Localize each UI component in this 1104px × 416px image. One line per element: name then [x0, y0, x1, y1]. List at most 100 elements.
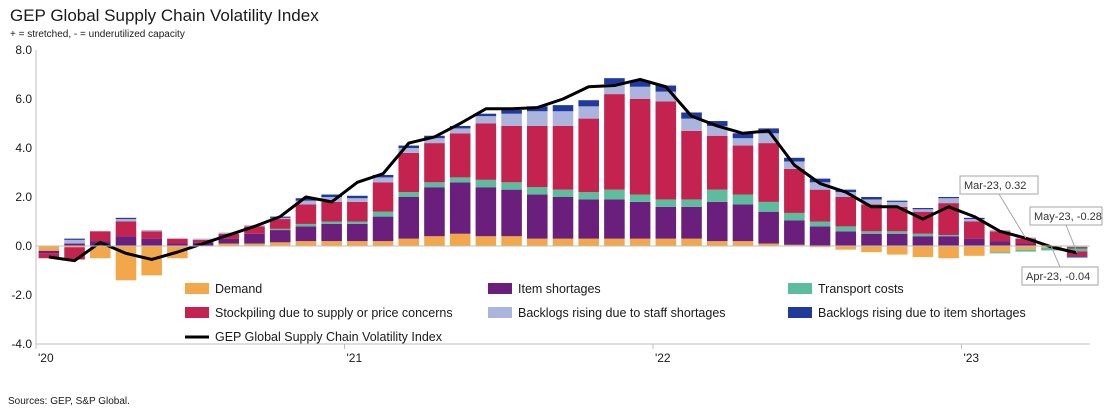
bar-segment	[886, 206, 908, 232]
bar-segment	[552, 105, 574, 112]
bar-segment	[269, 242, 291, 246]
bar-stack	[424, 135, 445, 246]
bar-segment	[861, 197, 882, 200]
bar-segment	[835, 197, 857, 227]
index-line	[48, 77, 1078, 263]
bar-stack	[552, 105, 574, 246]
bar-segment	[141, 230, 162, 232]
y-tick-label: 6.0	[15, 92, 32, 106]
bar-segment	[964, 246, 985, 256]
bar-segment	[552, 238, 574, 246]
x-tick-label: '20	[38, 351, 54, 365]
bar-stack	[475, 113, 497, 246]
bar-segment	[552, 125, 574, 190]
annotation-leader	[998, 193, 1027, 239]
bar-segment	[809, 178, 831, 183]
bar-segment	[372, 177, 394, 183]
annotation-label: Mar-23, 0.32	[964, 180, 1026, 192]
bar-stack	[681, 112, 702, 246]
bar-segment	[758, 201, 779, 212]
x-tick-label: '23	[963, 351, 979, 365]
bar-segment	[758, 133, 779, 144]
bar-stack	[527, 106, 548, 246]
chart-subtitle: + = stretched, - = underutilized capacit…	[10, 29, 185, 40]
bar-segment	[861, 199, 882, 205]
bar-segment	[1015, 249, 1037, 252]
bar-segment	[835, 246, 857, 250]
annotation-label: May-23, -0.28	[1034, 211, 1102, 223]
legend-swatch	[185, 283, 209, 294]
bar-segment	[861, 233, 882, 246]
bar-segment	[784, 220, 805, 245]
y-tick-label: -4.0	[11, 337, 32, 351]
bar-segment	[989, 231, 1011, 242]
bar-segment	[141, 231, 162, 239]
bar-segment	[527, 125, 548, 188]
bar-segment	[475, 123, 497, 180]
legend-label: Backlogs rising due to item shortages	[818, 306, 1026, 320]
x-tick-label: '21	[346, 351, 362, 365]
bar-stack	[501, 110, 522, 246]
bar-segment	[1066, 247, 1088, 249]
bar-stack	[578, 100, 599, 246]
bar-segment	[295, 223, 317, 227]
bar-segment	[64, 239, 85, 244]
bar-segment	[604, 84, 625, 95]
bar-segment	[861, 204, 882, 232]
bar-segment	[809, 189, 831, 222]
chart-title: GEP Global Supply Chain Volatility Index	[10, 6, 319, 25]
bar-segment	[347, 195, 368, 199]
bar-segment	[527, 194, 548, 239]
bar-segment	[655, 91, 677, 102]
bar-segment	[989, 246, 1011, 253]
bar-segment	[244, 243, 265, 246]
bar-segment	[64, 246, 85, 248]
bar-segment	[681, 118, 702, 131]
bar-segment	[706, 201, 728, 242]
bar-segment	[347, 201, 368, 222]
bar-segment	[424, 182, 445, 188]
legend-label: Demand	[215, 282, 262, 296]
bar-segment	[269, 217, 291, 220]
bar-segment	[347, 198, 368, 202]
bar-segment	[912, 209, 934, 212]
bar-segment	[321, 201, 342, 222]
bar-segment	[732, 145, 754, 195]
bar-stack	[964, 217, 985, 256]
bar-segment	[449, 182, 471, 234]
bar-segment	[835, 192, 857, 197]
bar-segment	[38, 250, 60, 254]
bar-stack	[835, 189, 857, 250]
bar-segment	[527, 238, 548, 246]
bar-segment	[681, 130, 702, 200]
bar-segment	[604, 199, 625, 239]
bar-segment	[681, 199, 702, 207]
bar-segment	[809, 182, 831, 190]
bar-segment	[89, 231, 111, 242]
bar-segment	[732, 204, 754, 242]
bar-segment	[809, 221, 831, 227]
bar-segment	[475, 113, 497, 117]
bar-segment	[604, 78, 625, 85]
bar-segment	[732, 241, 754, 246]
bar-stack	[629, 80, 651, 246]
bar-segment	[167, 243, 188, 246]
bar-segment	[655, 238, 677, 246]
bar-segment	[64, 238, 85, 240]
bar-segment	[1041, 247, 1062, 251]
bar-segment	[321, 221, 342, 224]
bar-segment	[578, 199, 599, 239]
bar-segment	[629, 86, 651, 99]
bar-segment	[912, 236, 934, 246]
bar-segment	[501, 236, 522, 246]
bar-segment	[578, 192, 599, 200]
bar-segment	[681, 206, 702, 239]
bar-segment	[38, 246, 60, 251]
bar-segment	[449, 125, 471, 129]
bar-segment	[552, 189, 574, 197]
bar-segment	[218, 238, 240, 244]
bar-segment	[89, 246, 111, 259]
bar-stack	[938, 197, 959, 259]
legend-label: GEP Global Supply Chain Volatility Index	[215, 330, 443, 344]
